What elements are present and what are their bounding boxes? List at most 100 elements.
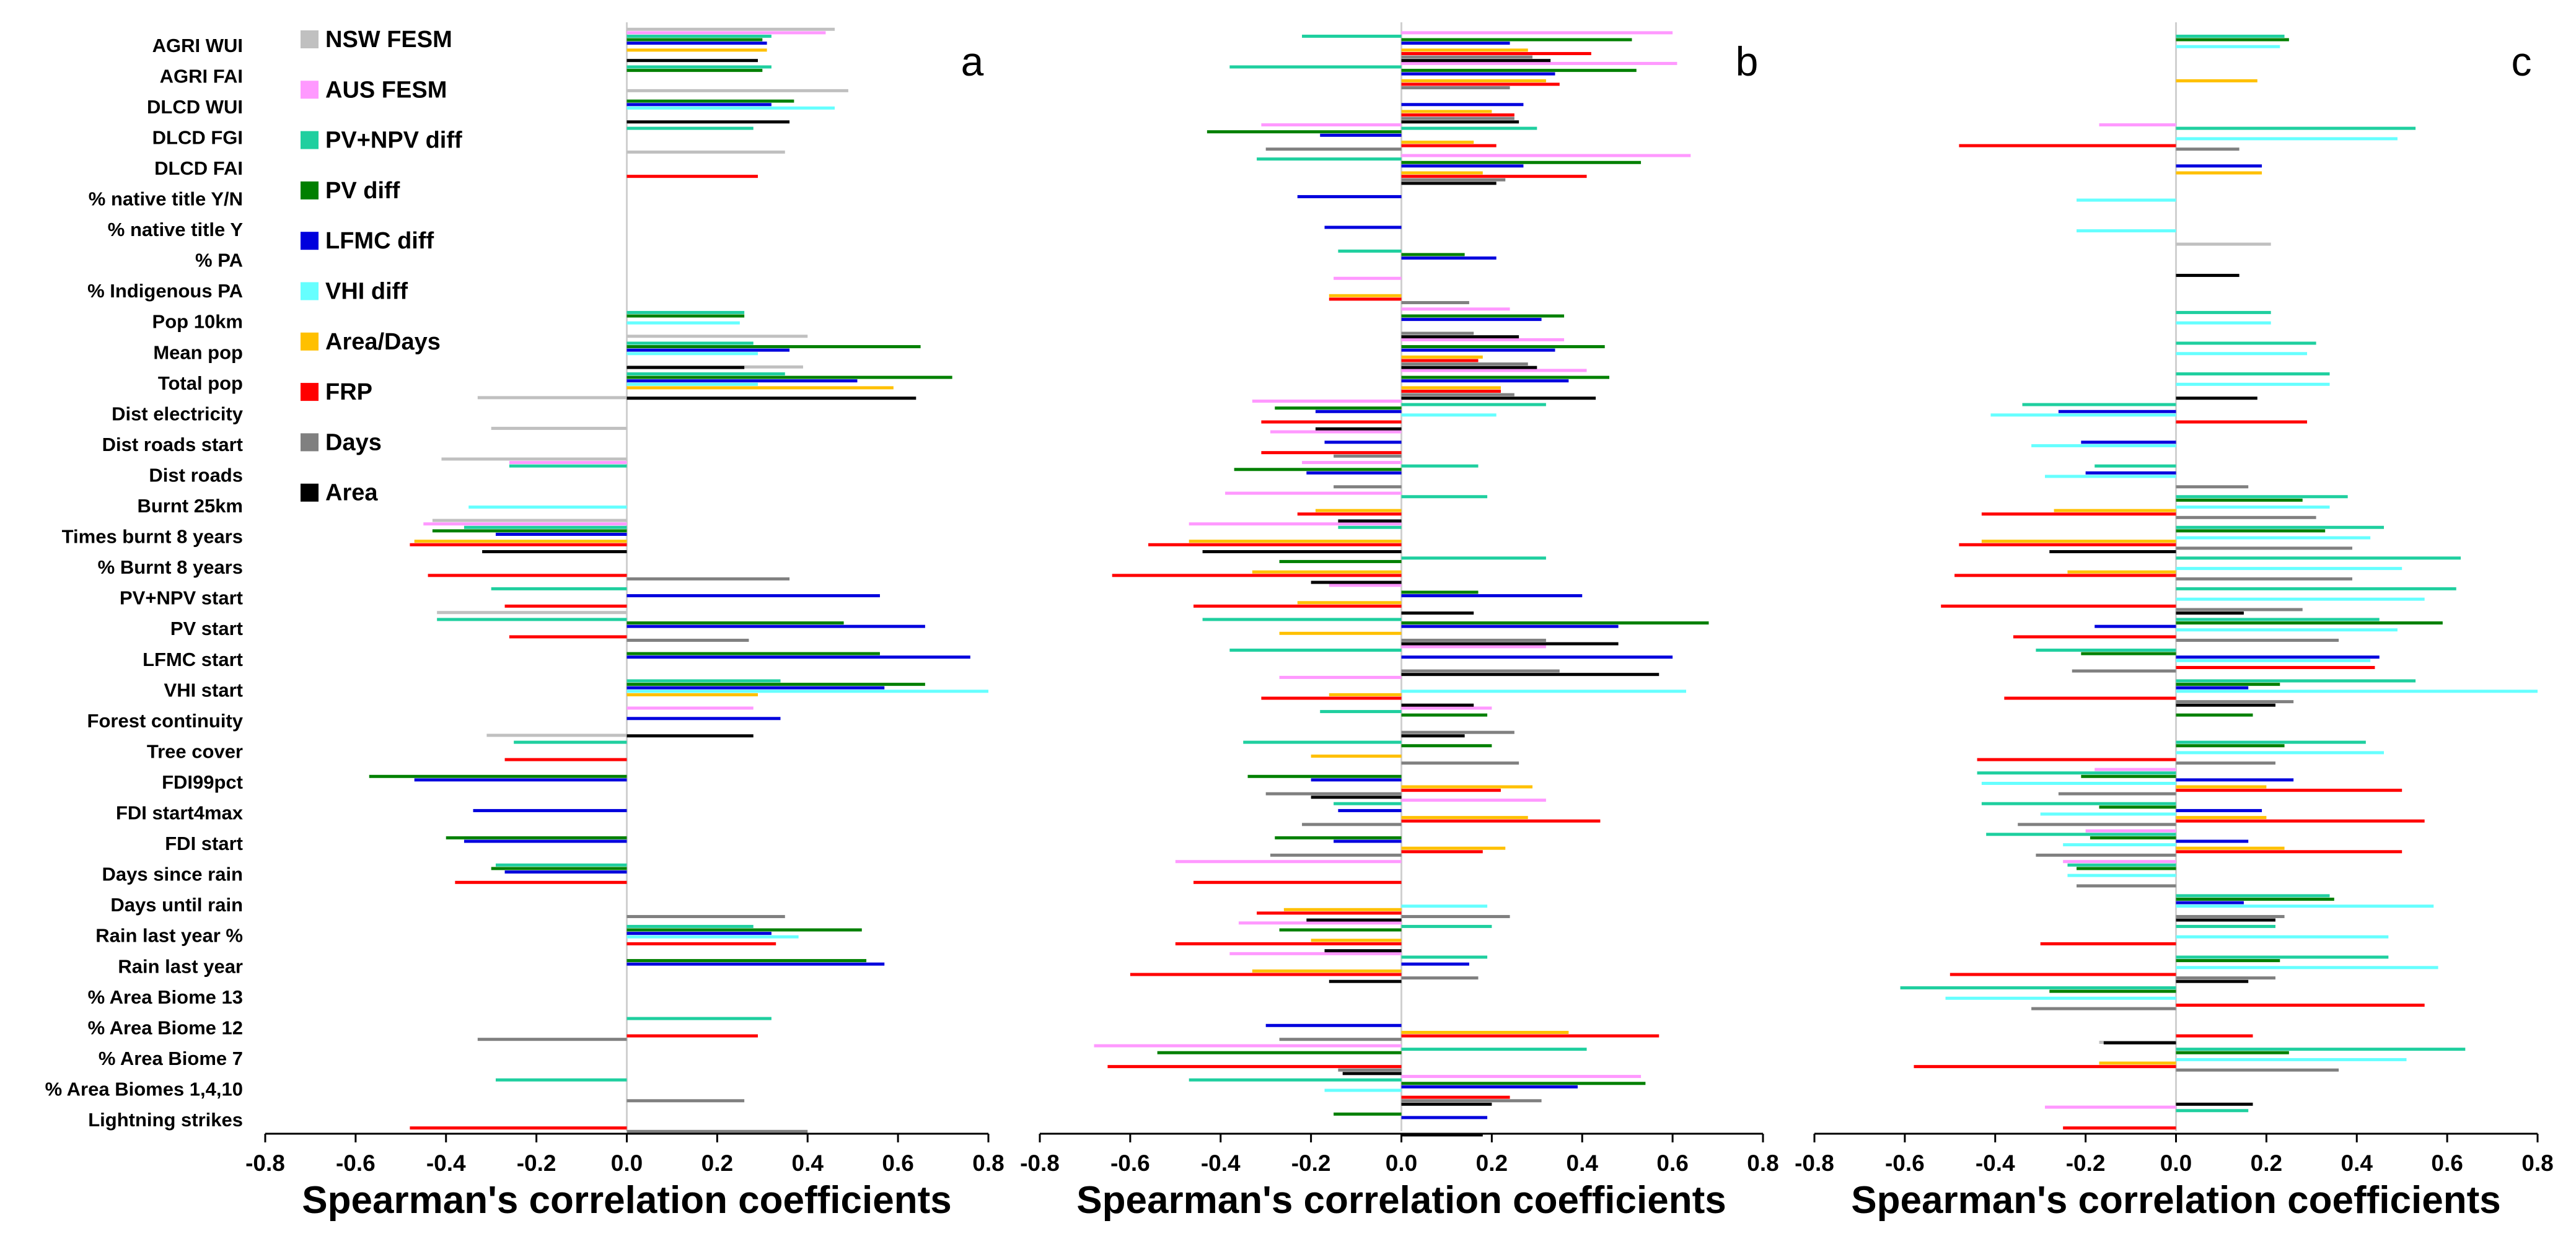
bar-b-pop-10km-lfmc-diff	[1401, 318, 1542, 322]
bar-b-tree-cover-pv-npv-diff	[1243, 740, 1402, 744]
bar-b-total-pop-area	[1401, 396, 1596, 400]
bar-c-dist-electricity-lfmc-diff	[2058, 410, 2176, 413]
bar-c-vhi-start-days	[2176, 700, 2294, 704]
bar-c-tree-cover-pv-diff	[2176, 744, 2285, 748]
bar-b-mean-pop-days	[1401, 362, 1528, 366]
bar-c-tree-cover-frp	[1977, 758, 2176, 761]
bar-a-days-until-rain-days	[626, 914, 785, 918]
bar-c-dist-electricity-pv-npv-diff	[2022, 403, 2176, 406]
bar-b-times-burnt-8-years-frp	[1148, 543, 1402, 546]
category-label-pct-native-title-y: % native title Y	[108, 219, 244, 240]
category-label-times-burnt-8-years: Times burnt 8 years	[62, 526, 243, 548]
bar-b-agri-wui-aus-fesm	[1401, 31, 1673, 35]
bar-c-fdi99pct-frp	[2176, 789, 2402, 792]
bar-b-pop-10km-area	[1401, 335, 1519, 339]
bar-c-pv-npv-start-days	[2176, 608, 2303, 611]
bar-c-lightning-strikes-frp	[2063, 1126, 2176, 1130]
bar-c-fdi-start-frp	[2176, 850, 2402, 854]
bar-b-days-until-rain-vhi-diff	[1401, 904, 1488, 908]
bar-c-rain-last-year-days	[2176, 976, 2275, 980]
bar-b-dlcd-fai-frp	[1401, 175, 1587, 178]
bar-a-mean-pop-area	[626, 366, 745, 369]
bar-b-rain-last-year-frp	[1130, 973, 1402, 976]
x-axis-title: Spearman's correlation coefficients	[302, 1179, 951, 1222]
bar-c-dist-roads-vhi-diff	[2044, 475, 2176, 478]
category-label-tree-cover: Tree cover	[147, 740, 243, 762]
bar-c-pct-area-biome-7-vhi-diff	[2176, 1058, 2407, 1061]
legend-swatch	[301, 483, 319, 502]
bar-b-pop-10km-days	[1401, 331, 1474, 335]
bar-a-dlcd-fai-frp	[626, 175, 758, 178]
bar-a-total-pop-area	[626, 396, 917, 400]
category-label-total-pop: Total pop	[158, 372, 243, 394]
bar-a-tree-cover-frp	[504, 758, 627, 761]
bar-b-dlcd-wui-area-days	[1401, 110, 1492, 113]
bar-b-days-since-rain-frp	[1193, 880, 1402, 884]
bar-b-agri-fai-pv-npv-diff	[1229, 65, 1402, 69]
bar-b-dist-electricity-area	[1315, 427, 1402, 431]
bar-b-dlcd-wui-lfmc-diff	[1401, 103, 1524, 107]
bar-b-pct-area-biome-12-days	[1279, 1038, 1402, 1041]
bar-b-dlcd-fgi-aus-fesm	[1261, 123, 1402, 127]
bar-c-pv-start-pv-diff	[2176, 621, 2443, 625]
category-label-pct-burnt-8-years: % Burnt 8 years	[98, 556, 243, 578]
bar-c-total-pop-pv-npv-diff	[2176, 372, 2330, 376]
bar-c-lightning-strikes-pv-npv-diff	[2176, 1109, 2249, 1113]
bar-c-pct-area-biomes-1-4-10-area	[2176, 1102, 2253, 1106]
bar-b-dist-electricity-aus-fesm	[1252, 399, 1402, 403]
bar-a-dlcd-fgi-pv-npv-diff	[626, 126, 754, 130]
bar-a-dlcd-wui-vhi-diff	[626, 106, 835, 110]
bar-a-mean-pop-pv-npv-diff	[626, 341, 754, 345]
bar-c-fdi-start4max-area-days	[2176, 816, 2267, 820]
bar-c-tree-cover-vhi-diff	[2176, 751, 2385, 755]
bar-c-fdi99pct-aus-fesm	[2095, 768, 2176, 771]
bar-c-lfmc-start-days	[2072, 669, 2176, 673]
bar-b-agri-fai-frp	[1401, 82, 1560, 86]
bar-c-fdi99pct-area-days	[2176, 785, 2267, 789]
bar-b-pct-area-biomes-1-4-10-lfmc-diff	[1401, 1085, 1578, 1088]
bar-b-dlcd-wui-frp	[1401, 113, 1514, 117]
bar-b-pv-npv-start-aus-fesm	[1329, 584, 1402, 587]
bar-a-pct-area-biomes-1-4-10-days	[626, 1099, 745, 1103]
bar-c-burnt-25km-pv-npv-diff	[2176, 495, 2348, 499]
x-tick-label: 0.8	[972, 1150, 1004, 1176]
legend-label: AUS FESM	[325, 77, 447, 103]
legend-label: PV+NPV diff	[325, 128, 462, 154]
bar-b-dlcd-fai-days	[1401, 178, 1506, 182]
category-label-vhi-start: VHI start	[164, 679, 243, 701]
bar-a-dlcd-wui-area	[626, 120, 790, 124]
bar-a-fdi99pct-lfmc-diff	[414, 778, 627, 782]
bar-c-pct-burnt-8-years-vhi-diff	[2176, 567, 2402, 571]
legend-label: Area	[325, 480, 378, 506]
bar-a-mean-pop-vhi-diff	[626, 352, 758, 356]
category-label-agri-fai: AGRI FAI	[160, 65, 243, 87]
bar-b-fdi99pct-area-days	[1401, 785, 1533, 789]
bar-b-pv-start-area-days	[1279, 631, 1402, 635]
bar-c-tree-cover-pv-npv-diff	[2176, 740, 2366, 744]
bar-b-dlcd-fgi-area-days	[1401, 141, 1474, 144]
bar-a-rain-last-year-pct-pv-diff	[626, 928, 862, 932]
bar-c-pct-area-biome-7-days	[2176, 1068, 2339, 1072]
bar-b-pv-npv-start-area	[1401, 611, 1474, 615]
bar-b-rain-last-year-days	[1401, 976, 1479, 980]
bar-c-vhi-start-vhi-diff	[2176, 690, 2538, 693]
legend-item-nsw-fesm: NSW FESM	[301, 27, 452, 53]
bar-c-dlcd-fgi-days	[2176, 147, 2240, 151]
bar-b-pct-area-biome-7-days	[1338, 1068, 1402, 1072]
bar-a-lightning-strikes-frp	[410, 1126, 627, 1130]
bar-b-fdi99pct-pv-diff	[1247, 774, 1402, 778]
bar-b-days-until-rain-area	[1306, 918, 1402, 922]
bar-c-dlcd-fgi-frp	[1959, 144, 2176, 147]
bar-b-vhi-start-frp	[1261, 696, 1402, 700]
bar-a-vhi-start-area-days	[626, 693, 758, 696]
bar-b-dist-electricity-pv-npv-diff	[1401, 403, 1546, 406]
bar-c-lightning-strikes-aus-fesm	[2044, 1105, 2176, 1109]
bar-c-days-until-rain-pv-npv-diff	[2176, 894, 2330, 898]
bar-b-pct-area-biomes-1-4-10-pv-npv-diff	[1189, 1078, 1402, 1082]
bar-a-rain-last-year-pct-frp	[626, 942, 776, 945]
legend-label: PV diff	[325, 178, 400, 204]
bar-b-forest-continuity-area	[1401, 734, 1465, 738]
panels: -0.8 -0.6 -0.4 -0.2 0.0 0.2 0.4 0.6 0.8 Spearman'…	[245, 22, 2554, 1222]
bar-a-pct-burnt-8-years-days	[626, 577, 790, 580]
bar-c-fdi-start4max-lfmc-diff	[2176, 808, 2262, 812]
